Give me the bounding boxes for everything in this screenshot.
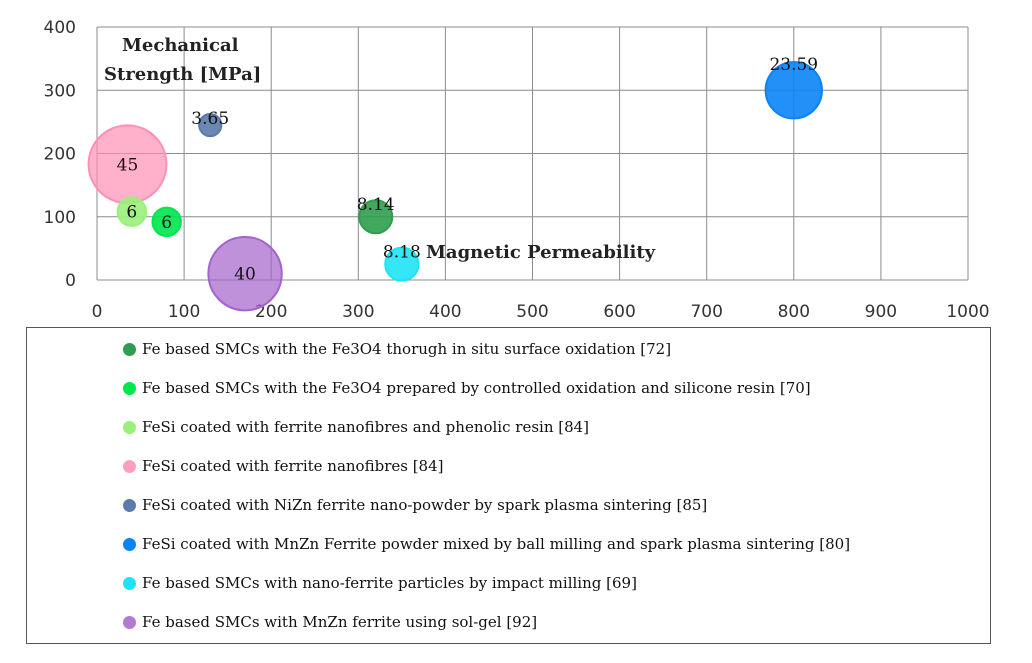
bubble	[384, 246, 420, 282]
legend-marker-icon	[123, 381, 136, 395]
legend: Fe based SMCs with the Fe3O4 thorugh in …	[26, 327, 991, 644]
legend-item: FeSi coated with NiZn ferrite nano-powde…	[123, 496, 707, 514]
x-tick-label: 900	[865, 302, 897, 322]
bubble	[198, 112, 223, 138]
legend-label: FeSi coated with NiZn ferrite nano-powde…	[142, 496, 708, 514]
legend-marker-icon	[123, 576, 136, 590]
legend-item: FeSi coated with MnZn Ferrite powder mix…	[123, 535, 850, 553]
legend-marker-icon	[123, 498, 136, 512]
legend-item: Fe based SMCs with the Fe3O4 prepared by…	[123, 379, 811, 397]
x-tick-label: 300	[342, 302, 374, 322]
legend-marker-icon	[123, 537, 136, 551]
x-tick-label: 400	[429, 302, 461, 322]
legend-item: FeSi coated with ferrite nanofibres [84]	[123, 457, 444, 475]
legend-marker-icon	[123, 342, 136, 356]
legend-marker-icon	[123, 459, 136, 473]
bubble-data-label: 45	[117, 155, 139, 175]
bubble	[116, 196, 148, 227]
bubble-data-label: 8.18	[383, 243, 421, 263]
x-tick-label: 200	[255, 302, 287, 322]
x-tick-label: 800	[778, 302, 810, 322]
legend-label: Fe based SMCs with the Fe3O4 prepared by…	[142, 379, 811, 397]
axis-ticks: 0 100 200 300 400 500 600 700 800 900 1000 0 100 200 3…	[44, 18, 990, 322]
x-tick-label: 700	[690, 302, 722, 322]
bubble	[358, 199, 394, 235]
legend-item: Fe based SMCs with MnZn ferrite using so…	[123, 613, 537, 631]
x-tick-label: 100	[168, 302, 200, 322]
y-tick-label: 300	[44, 81, 76, 101]
legend-item: Fe based SMCs with the Fe3O4 thorugh in …	[123, 340, 671, 358]
bubble-chart: 0 100 200 300 400 500 600 700 800 900 1000 0 100 200 3…	[44, 18, 990, 322]
y-tick-label: 400	[44, 18, 76, 38]
legend-marker-icon	[123, 615, 136, 629]
legend-label: Fe based SMCs with MnZn ferrite using so…	[142, 613, 538, 631]
legend-label: Fe based SMCs with the Fe3O4 thorugh in …	[142, 340, 672, 358]
legend-label: FeSi coated with MnZn Ferrite powder mix…	[142, 535, 851, 553]
bubble	[207, 235, 283, 312]
legend-label: FeSi coated with ferrite nanofibres [84]	[142, 457, 444, 475]
y-tick-label: 200	[44, 145, 76, 165]
y-tick-label: 100	[44, 208, 76, 228]
y-axis-title-line2: Strength [MPa]	[104, 64, 261, 85]
legend-label: Fe based SMCs with nano-ferrite particle…	[142, 574, 637, 592]
x-tick-label: 1000	[946, 302, 989, 322]
legend-item: FeSi coated with ferrite nanofibres and …	[123, 418, 589, 436]
bubble-data-label: 3.65	[191, 109, 229, 129]
bubble-labels: 8.14 6 6 45 3.65 23.59 8.18 40	[117, 55, 818, 285]
x-axis-title: Magnetic Permeability	[426, 242, 656, 263]
legend-marker-icon	[123, 420, 136, 434]
y-tick-label: 0	[65, 271, 76, 291]
x-tick-label: 600	[603, 302, 635, 322]
x-tick-label: 500	[516, 302, 548, 322]
bubble-data-label: 23.59	[769, 55, 818, 75]
bubble	[151, 206, 182, 238]
bubble-data-label: 8.14	[357, 195, 395, 215]
bubble-data-label: 40	[234, 265, 256, 285]
bubbles	[87, 61, 823, 312]
y-axis-title-line1: Mechanical	[122, 35, 239, 56]
bubble	[764, 61, 823, 120]
bubble-data-label: 6	[161, 213, 172, 233]
bubble-data-label: 6	[126, 203, 137, 223]
x-tick-label: 0	[92, 302, 103, 322]
legend-item: Fe based SMCs with nano-ferrite particle…	[123, 574, 637, 592]
legend-label: FeSi coated with ferrite nanofibres and …	[142, 418, 590, 436]
